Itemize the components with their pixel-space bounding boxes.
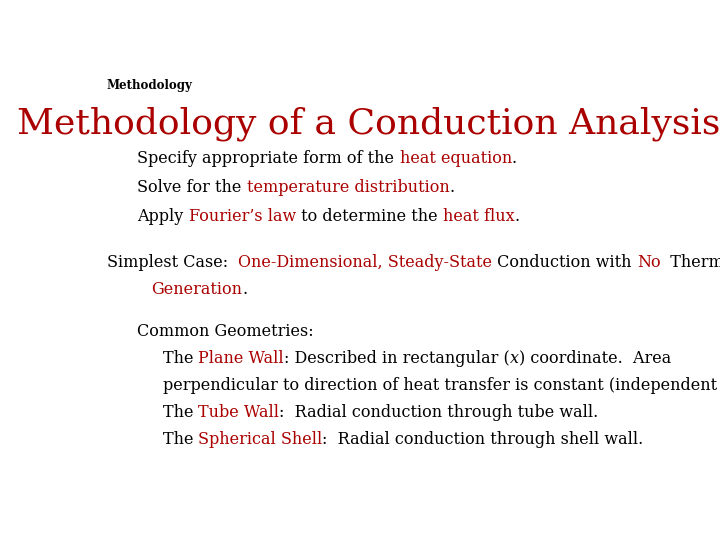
Text: :  Radial conduction through tube wall.: : Radial conduction through tube wall. — [279, 404, 598, 421]
Text: to determine the: to determine the — [296, 208, 443, 225]
Text: .: . — [512, 150, 517, 167]
Text: Specify appropriate form of the: Specify appropriate form of the — [138, 150, 400, 167]
Text: Spherical Shell: Spherical Shell — [198, 431, 323, 448]
Text: :  Radial conduction through shell wall.: : Radial conduction through shell wall. — [323, 431, 644, 448]
Text: Conduction with: Conduction with — [492, 254, 636, 271]
Text: Fourier’s law: Fourier’s law — [189, 208, 296, 225]
Text: x: x — [510, 349, 518, 367]
Text: Solve for the: Solve for the — [138, 179, 247, 196]
Text: Methodology of a Conduction Analysis: Methodology of a Conduction Analysis — [17, 106, 720, 141]
Text: No: No — [636, 254, 660, 271]
Text: Methodology: Methodology — [107, 79, 193, 92]
Text: perpendicular to direction of heat transfer is constant (independent of: perpendicular to direction of heat trans… — [163, 377, 720, 394]
Text: .: . — [450, 179, 455, 196]
Text: heat equation: heat equation — [400, 150, 512, 167]
Text: : Described in rectangular (: : Described in rectangular ( — [284, 349, 510, 367]
Text: Tube Wall: Tube Wall — [198, 404, 279, 421]
Text: heat flux: heat flux — [443, 208, 514, 225]
Text: Apply: Apply — [138, 208, 189, 225]
Text: The: The — [163, 431, 198, 448]
Text: Common Geometries:: Common Geometries: — [138, 322, 314, 340]
Text: Thermal Energy: Thermal Energy — [660, 254, 720, 271]
Text: Plane Wall: Plane Wall — [198, 349, 284, 367]
Text: One-Dimensional, Steady-State: One-Dimensional, Steady-State — [238, 254, 492, 271]
Text: .: . — [514, 208, 520, 225]
Text: temperature distribution: temperature distribution — [247, 179, 450, 196]
Text: The: The — [163, 404, 198, 421]
Text: Simplest Case:: Simplest Case: — [107, 254, 238, 271]
Text: .: . — [243, 281, 248, 298]
Text: The: The — [163, 349, 198, 367]
Text: Generation: Generation — [151, 281, 243, 298]
Text: ) coordinate.  Area: ) coordinate. Area — [518, 349, 671, 367]
